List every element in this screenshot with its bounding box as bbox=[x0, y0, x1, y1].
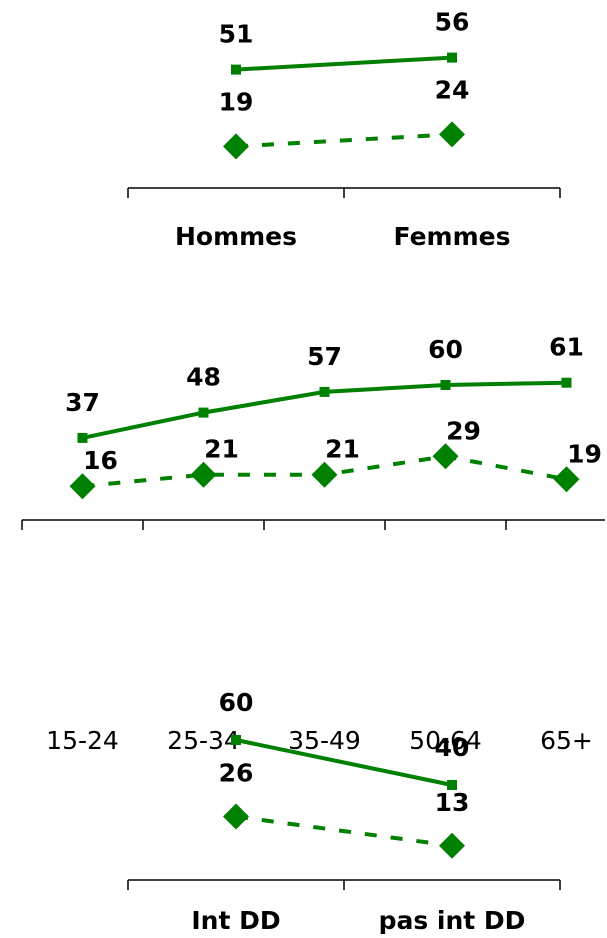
diamond-marker bbox=[439, 121, 465, 148]
diamond-marker bbox=[223, 803, 249, 830]
diamond-marker bbox=[439, 832, 465, 859]
data-label: 56 bbox=[435, 8, 470, 37]
square-marker bbox=[319, 386, 330, 397]
data-label: 57 bbox=[307, 342, 342, 371]
data-label: 29 bbox=[446, 416, 481, 445]
data-label: 21 bbox=[325, 435, 360, 464]
data-label: 13 bbox=[435, 788, 470, 817]
x-tick-label: 15-24 bbox=[46, 726, 119, 755]
x-tick-label: Femmes bbox=[394, 222, 511, 251]
data-label: 60 bbox=[219, 688, 254, 717]
x-tick-label: 50-64 bbox=[409, 726, 482, 755]
x-tick-label: 25-34 bbox=[167, 726, 240, 755]
x-tick-label: Int DD bbox=[191, 906, 280, 935]
data-label: 40 bbox=[435, 733, 470, 762]
square-marker bbox=[447, 780, 457, 790]
data-label: 61 bbox=[549, 333, 584, 362]
diamond-marker bbox=[190, 461, 217, 488]
x-tick-label: Hommes bbox=[175, 222, 297, 251]
diamond-marker bbox=[311, 461, 338, 488]
square-marker bbox=[231, 64, 241, 75]
data-label: 19 bbox=[567, 439, 602, 468]
square-marker bbox=[231, 735, 241, 745]
square-marker bbox=[447, 52, 457, 63]
x-tick-label: pas int DD bbox=[379, 906, 526, 935]
diamond-marker bbox=[553, 466, 580, 493]
data-label: 26 bbox=[219, 759, 254, 788]
x-tick-label: 35-49 bbox=[288, 726, 361, 755]
square-marker bbox=[440, 380, 451, 390]
data-label: 24 bbox=[435, 75, 470, 104]
data-label: 60 bbox=[428, 335, 463, 364]
data-label: 48 bbox=[186, 363, 221, 392]
data-label: 51 bbox=[219, 20, 254, 49]
square-marker bbox=[198, 407, 209, 418]
data-label: 37 bbox=[65, 388, 100, 417]
data-label: 19 bbox=[219, 87, 254, 116]
square-marker bbox=[561, 377, 572, 388]
data-label: 16 bbox=[83, 446, 118, 475]
series-line bbox=[235, 55, 453, 72]
series-line bbox=[235, 738, 453, 787]
series-line bbox=[235, 814, 453, 848]
series-line bbox=[235, 132, 453, 149]
diamond-marker bbox=[432, 443, 459, 470]
diamond-marker bbox=[223, 133, 249, 160]
square-marker bbox=[77, 432, 88, 443]
x-tick-label: 65+ bbox=[540, 726, 593, 755]
diamond-marker bbox=[69, 473, 96, 500]
data-label: 21 bbox=[204, 435, 239, 464]
